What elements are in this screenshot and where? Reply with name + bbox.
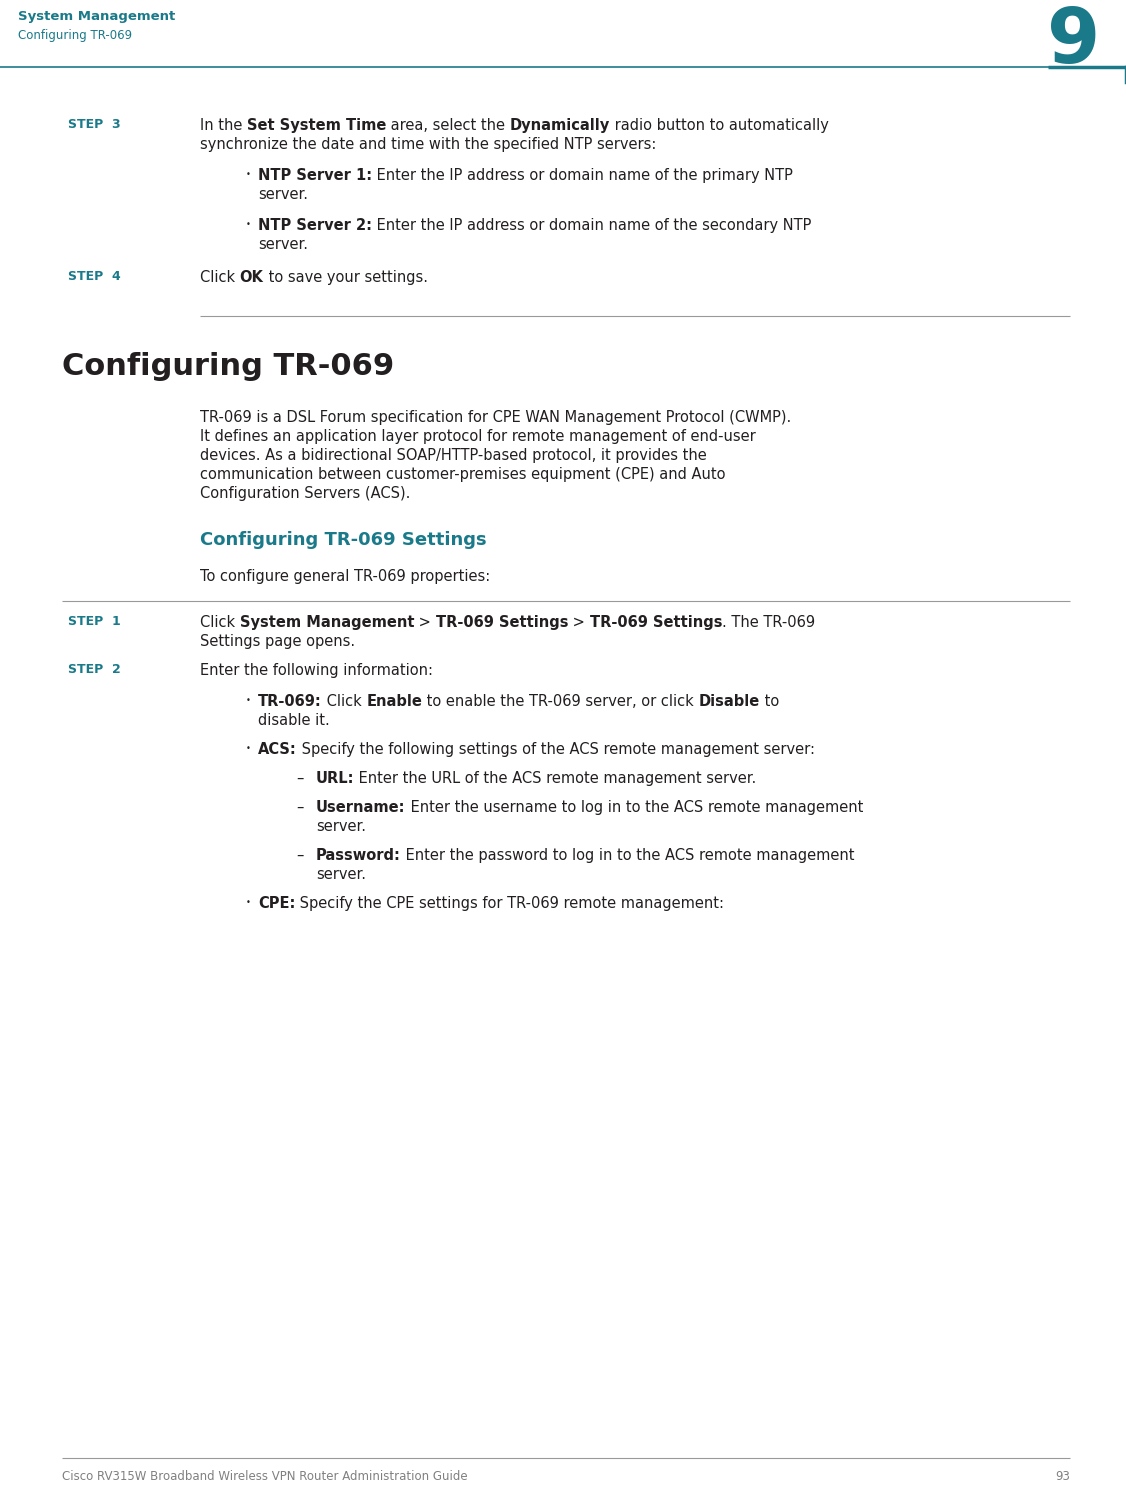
Text: to save your settings.: to save your settings. — [263, 271, 428, 286]
Text: ACS:: ACS: — [258, 742, 297, 756]
Text: TR-069:: TR-069: — [258, 694, 322, 709]
Text: server.: server. — [258, 187, 309, 202]
Text: radio button to automatically: radio button to automatically — [610, 118, 829, 133]
Text: Settings page opens.: Settings page opens. — [200, 634, 355, 649]
Text: communication between customer-premises equipment (CPE) and Auto: communication between customer-premises … — [200, 466, 725, 481]
Text: STEP  4: STEP 4 — [68, 271, 120, 283]
Text: Dynamically: Dynamically — [510, 118, 610, 133]
Text: Cisco RV315W Broadband Wireless VPN Router Administration Guide: Cisco RV315W Broadband Wireless VPN Rout… — [62, 1470, 467, 1483]
Text: URL:: URL: — [316, 771, 355, 786]
Text: Click: Click — [200, 614, 240, 629]
Text: NTP Server 1:: NTP Server 1: — [258, 167, 372, 182]
Text: –: – — [296, 771, 303, 786]
Text: to enable the TR-069 server, or click: to enable the TR-069 server, or click — [422, 694, 698, 709]
Text: server.: server. — [258, 238, 309, 253]
Text: In the: In the — [200, 118, 247, 133]
Text: to: to — [760, 694, 779, 709]
Text: Username:: Username: — [316, 800, 405, 815]
Text: devices. As a bidirectional SOAP/HTTP-based protocol, it provides the: devices. As a bidirectional SOAP/HTTP-ba… — [200, 448, 707, 463]
Text: STEP  1: STEP 1 — [68, 614, 120, 628]
Text: . The TR-069: . The TR-069 — [722, 614, 815, 629]
Text: •: • — [245, 697, 251, 706]
Text: Password:: Password: — [316, 848, 401, 863]
Text: –: – — [296, 800, 303, 815]
Text: Configuring TR-069: Configuring TR-069 — [62, 351, 394, 381]
Text: STEP  2: STEP 2 — [68, 662, 120, 676]
Text: Click: Click — [322, 694, 366, 709]
Text: server.: server. — [316, 867, 366, 882]
Text: server.: server. — [316, 819, 366, 834]
Text: synchronize the date and time with the specified NTP servers:: synchronize the date and time with the s… — [200, 138, 656, 152]
Text: –: – — [296, 848, 303, 863]
Text: Enable: Enable — [366, 694, 422, 709]
Text: Click: Click — [200, 271, 240, 286]
Text: Enter the URL of the ACS remote management server.: Enter the URL of the ACS remote manageme… — [355, 771, 757, 786]
Text: >: > — [569, 614, 590, 629]
Text: To configure general TR-069 properties:: To configure general TR-069 properties: — [200, 570, 490, 585]
Text: TR-069 is a DSL Forum specification for CPE WAN Management Protocol (CWMP).: TR-069 is a DSL Forum specification for … — [200, 410, 792, 425]
Text: System Management: System Management — [240, 614, 414, 629]
Text: Enter the password to log in to the ACS remote management: Enter the password to log in to the ACS … — [401, 848, 855, 863]
Text: •: • — [245, 745, 251, 753]
Text: Enter the IP address or domain name of the primary NTP: Enter the IP address or domain name of t… — [372, 167, 793, 182]
Text: Disable: Disable — [698, 694, 760, 709]
Text: STEP  3: STEP 3 — [68, 118, 120, 132]
Text: Specify the following settings of the ACS remote management server:: Specify the following settings of the AC… — [297, 742, 815, 756]
Text: •: • — [245, 170, 251, 179]
Text: Enter the following information:: Enter the following information: — [200, 662, 434, 679]
Text: NTP Server 2:: NTP Server 2: — [258, 218, 372, 233]
Text: Set System Time: Set System Time — [247, 118, 386, 133]
Text: Configuring TR-069 Settings: Configuring TR-069 Settings — [200, 531, 486, 549]
Text: >: > — [414, 614, 436, 629]
Text: 9: 9 — [1047, 4, 1100, 79]
Text: 93: 93 — [1055, 1470, 1070, 1483]
Text: disable it.: disable it. — [258, 713, 330, 728]
Text: •: • — [245, 898, 251, 907]
Text: Configuring TR-069: Configuring TR-069 — [18, 28, 132, 42]
Text: Enter the IP address or domain name of the secondary NTP: Enter the IP address or domain name of t… — [372, 218, 812, 233]
Text: area, select the: area, select the — [386, 118, 510, 133]
Text: Enter the username to log in to the ACS remote management: Enter the username to log in to the ACS … — [405, 800, 863, 815]
Text: It defines an application layer protocol for remote management of end-user: It defines an application layer protocol… — [200, 429, 756, 444]
Text: OK: OK — [240, 271, 263, 286]
Text: Configuration Servers (ACS).: Configuration Servers (ACS). — [200, 486, 410, 501]
Text: Specify the CPE settings for TR-069 remote management:: Specify the CPE settings for TR-069 remo… — [295, 896, 724, 910]
Text: System Management: System Management — [18, 10, 176, 22]
Text: CPE:: CPE: — [258, 896, 295, 910]
Text: •: • — [245, 220, 251, 229]
Text: TR-069 Settings: TR-069 Settings — [436, 614, 569, 629]
Text: TR-069 Settings: TR-069 Settings — [590, 614, 722, 629]
